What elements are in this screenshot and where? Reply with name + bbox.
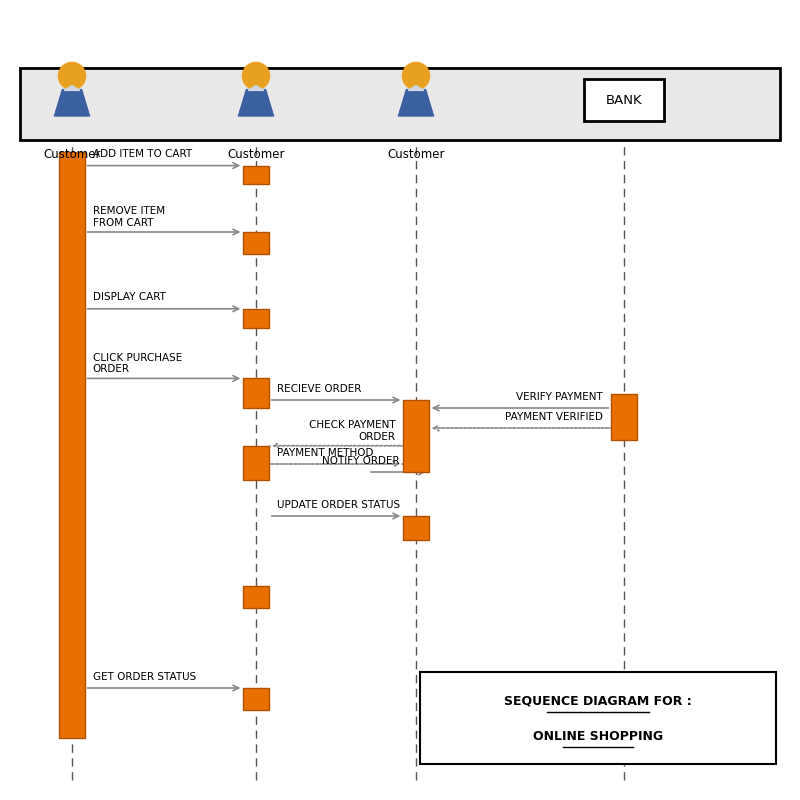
Text: CLICK PURCHASE
ORDER: CLICK PURCHASE ORDER <box>93 353 182 374</box>
Bar <box>403 516 429 540</box>
Polygon shape <box>398 90 434 116</box>
Bar <box>243 166 269 184</box>
Text: REMOVE ITEM
FROM CART: REMOVE ITEM FROM CART <box>93 206 165 228</box>
Bar <box>243 232 269 254</box>
Circle shape <box>242 62 270 90</box>
Bar <box>243 378 269 408</box>
Text: RECIEVE ORDER: RECIEVE ORDER <box>277 384 361 394</box>
Text: PAYMENT VERIFIED: PAYMENT VERIFIED <box>506 411 603 422</box>
Text: ONLINE SHOPPING: ONLINE SHOPPING <box>533 730 663 743</box>
Bar <box>243 446 269 480</box>
Text: ADD ITEM TO CART: ADD ITEM TO CART <box>93 149 192 159</box>
Text: CHECK PAYMENT
ORDER: CHECK PAYMENT ORDER <box>309 420 395 442</box>
Text: GET ORDER STATUS: GET ORDER STATUS <box>93 671 196 682</box>
Text: BANK: BANK <box>606 94 642 106</box>
Text: PAYMENT METHOD: PAYMENT METHOD <box>277 448 374 458</box>
Bar <box>20 68 780 140</box>
Circle shape <box>402 62 430 90</box>
Text: Customer: Customer <box>227 148 285 161</box>
Bar <box>243 586 269 608</box>
Polygon shape <box>64 86 80 90</box>
Text: VERIFY PAYMENT: VERIFY PAYMENT <box>517 392 603 402</box>
Text: UPDATE ORDER STATUS: UPDATE ORDER STATUS <box>277 499 400 510</box>
Text: NOTIFY ORDER: NOTIFY ORDER <box>322 456 399 466</box>
Text: Customer: Customer <box>43 148 101 161</box>
Polygon shape <box>54 90 90 116</box>
Bar <box>403 400 429 472</box>
Text: SEQUENCE DIAGRAM FOR :: SEQUENCE DIAGRAM FOR : <box>504 695 692 708</box>
Polygon shape <box>248 86 264 90</box>
Circle shape <box>58 62 86 90</box>
Bar <box>243 688 269 710</box>
Bar <box>420 672 776 764</box>
Bar <box>611 394 637 440</box>
Text: DISPLAY CART: DISPLAY CART <box>93 292 166 302</box>
Bar <box>584 79 664 121</box>
Polygon shape <box>238 90 274 116</box>
Polygon shape <box>408 86 424 90</box>
Bar <box>243 309 269 328</box>
Bar <box>59 152 85 738</box>
Text: Customer: Customer <box>387 148 445 161</box>
